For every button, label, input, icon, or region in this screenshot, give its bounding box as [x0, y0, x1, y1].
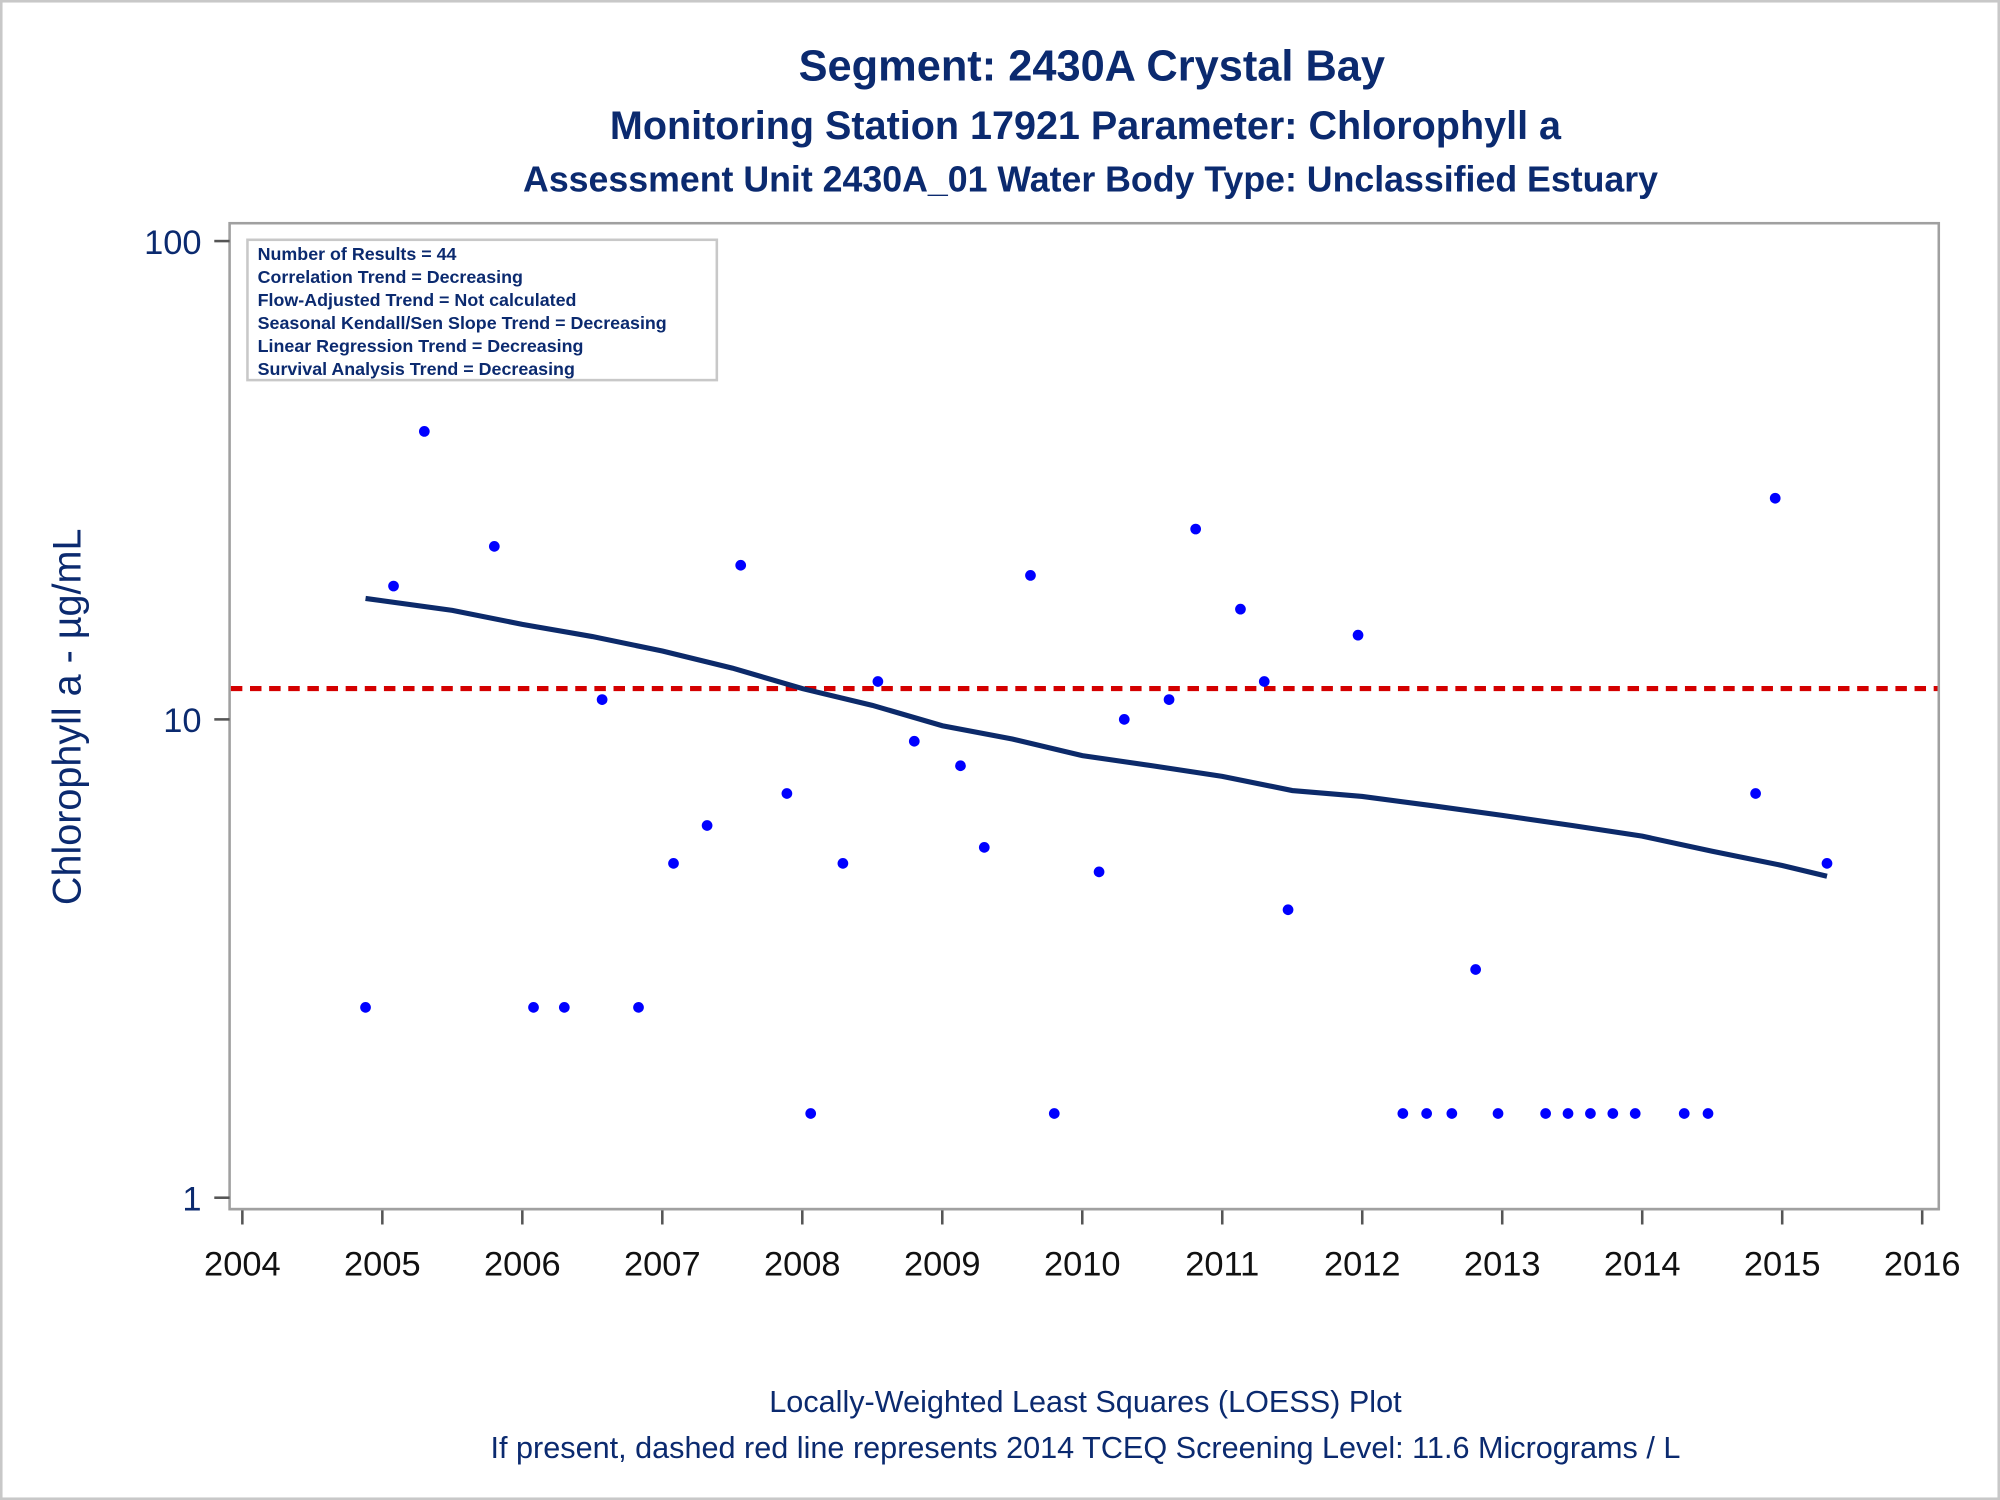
data-point [1540, 1108, 1551, 1119]
legend-line: Correlation Trend = Decreasing [258, 267, 523, 287]
chart-subtitle-1: Monitoring Station 17921 Parameter: Chlo… [610, 104, 1562, 148]
x-tick-label: 2005 [344, 1246, 421, 1284]
data-point [633, 1002, 644, 1013]
data-point [1093, 866, 1105, 878]
data-point [1470, 964, 1481, 975]
data-point [558, 1002, 570, 1013]
data-point [1702, 1108, 1714, 1119]
data-point [1048, 1108, 1060, 1119]
data-point [418, 426, 430, 437]
data-point [701, 820, 713, 831]
data-point [1678, 1108, 1690, 1119]
x-tick-label: 2014 [1604, 1246, 1681, 1284]
data-point [1446, 1108, 1458, 1119]
data-point [1821, 858, 1833, 869]
x-tick-label: 2004 [204, 1246, 281, 1284]
data-point [1352, 629, 1364, 641]
legend-box [246, 238, 719, 382]
data-point [1769, 492, 1781, 504]
data-point [596, 694, 608, 705]
data-point [1629, 1108, 1641, 1119]
x-tick-label: 2016 [1884, 1246, 1961, 1284]
data-point [488, 541, 500, 552]
x-tick-label: 2009 [904, 1246, 981, 1284]
data-point [978, 842, 990, 853]
data-point [735, 559, 747, 571]
x-tick-label: 2006 [484, 1246, 561, 1284]
x-tick-label: 2013 [1464, 1246, 1541, 1284]
x-tick-label: 2011 [1185, 1246, 1259, 1284]
data-point [1492, 1108, 1504, 1119]
data-point [1750, 788, 1761, 799]
data-point [1025, 570, 1036, 581]
data-point [1282, 904, 1294, 916]
data-point [1163, 694, 1175, 705]
y-tick-label: 1 [182, 1180, 201, 1218]
data-point [1421, 1108, 1432, 1119]
data-point [360, 1002, 371, 1013]
data-point [872, 676, 884, 687]
data-point [1235, 603, 1246, 615]
data-point [955, 760, 966, 772]
data-point [1607, 1108, 1619, 1119]
x-tick-label: 2008 [764, 1246, 841, 1284]
legend-line: Number of Results = 44 [258, 244, 457, 264]
legend-line: Flow-Adjusted Trend = Not calculated [258, 290, 577, 310]
data-point [1562, 1108, 1574, 1119]
chart-subtitle-2: Assessment Unit 2430A_01 Water Body Type… [523, 159, 1658, 199]
y-tick-label: 100 [144, 224, 201, 262]
y-tick-label: 10 [163, 702, 201, 740]
legend-line: Survival Analysis Trend = Decreasing [258, 359, 575, 379]
data-point [1258, 676, 1270, 687]
data-point [388, 580, 399, 592]
data-point [908, 735, 920, 747]
data-point [805, 1108, 817, 1119]
x-tick-label: 2007 [624, 1246, 701, 1284]
stats-legend: Number of Results = 44 Correlation Trend … [246, 238, 719, 382]
legend-line: Seasonal Kendall/Sen Slope Trend = Decre… [258, 313, 667, 333]
x-tick-label: 2015 [1744, 1246, 1821, 1284]
footnote-2: If present, dashed red line represents 2… [491, 1431, 1681, 1465]
loess-curve [365, 595, 1828, 879]
chart-title: Segment: 2430A Crystal Bay [799, 42, 1385, 90]
data-point [668, 858, 679, 869]
data-point [1397, 1108, 1409, 1119]
footnote-1: Locally-Weighted Least Squares (LOESS) P… [769, 1385, 1402, 1419]
data-point [781, 788, 793, 799]
data-point [837, 858, 849, 869]
data-point [1585, 1108, 1596, 1119]
data-point [1118, 714, 1130, 725]
data-point [528, 1002, 539, 1013]
y-axis-label: Chlorophyll a - µg/mL [45, 529, 89, 906]
data-point [1190, 523, 1202, 535]
legend-line: Linear Regression Trend = Decreasing [258, 336, 584, 356]
x-tick-label: 2010 [1044, 1246, 1121, 1284]
x-tick-label: 2012 [1324, 1246, 1401, 1284]
